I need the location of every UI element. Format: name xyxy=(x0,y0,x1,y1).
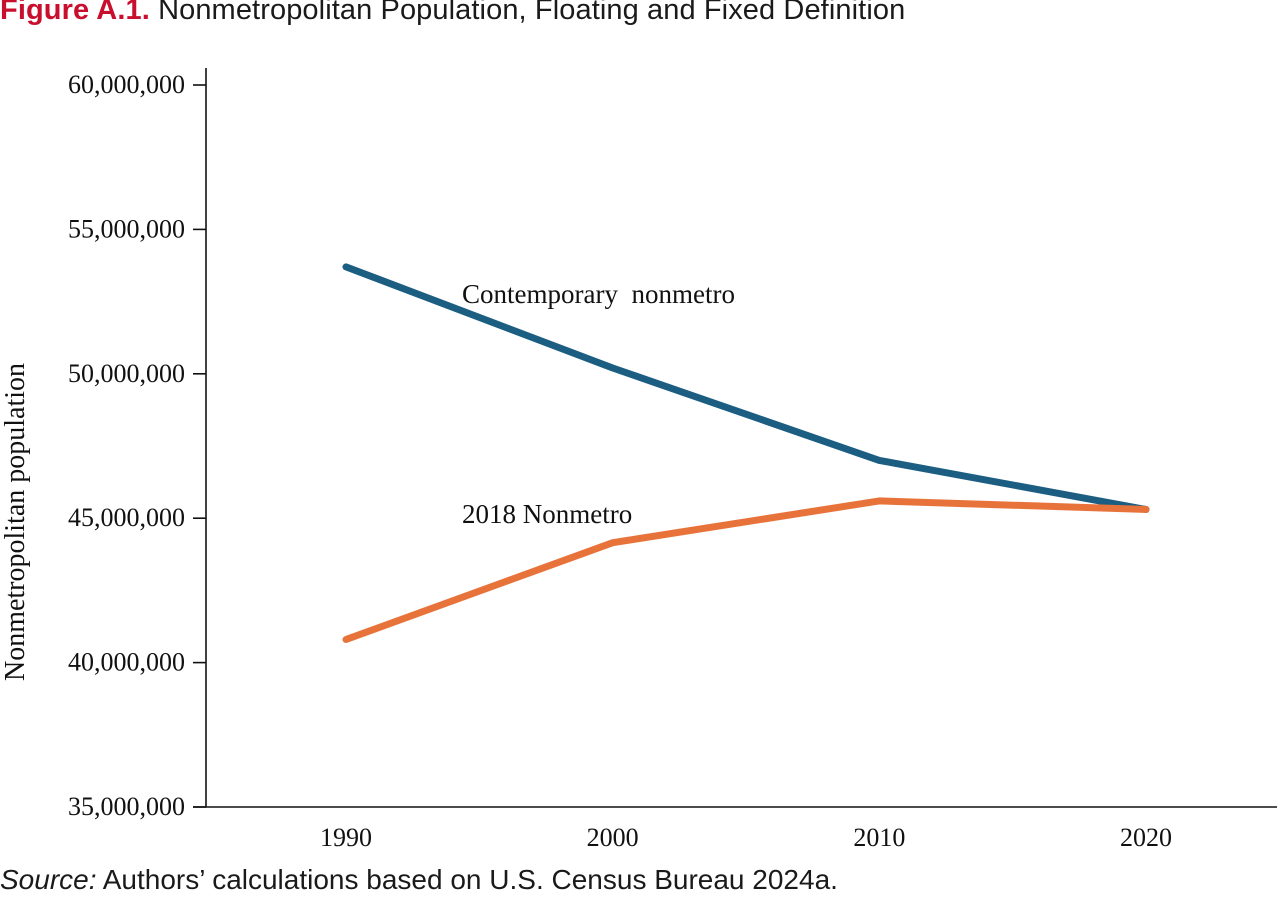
y-tick-label: 40,000,000 xyxy=(68,648,185,677)
series-label-contemporary: Contemporary nonmetro xyxy=(462,279,735,309)
x-axis: 1990 2000 2010 2020 xyxy=(193,806,1277,852)
y-tick-label: 60,000,000 xyxy=(68,70,185,99)
x-axis-ticks: 1990 2000 2010 2020 xyxy=(320,823,1172,852)
figure-title-text: Nonmetropolitan Population, Floating and… xyxy=(158,0,906,26)
figure-number: Figure A.1. xyxy=(0,0,150,26)
x-tick-label: 1990 xyxy=(320,823,372,852)
x-tick-label: 2010 xyxy=(853,823,905,852)
y-tick-label: 45,000,000 xyxy=(68,503,185,532)
series-label-2018-nonmetro: 2018 Nonmetro xyxy=(462,499,632,529)
y-tick-label: 55,000,000 xyxy=(68,214,185,243)
source-label: Source: xyxy=(0,864,97,895)
y-tick-label: 35,000,000 xyxy=(68,792,185,821)
y-axis: 35,000,000 40,000,000 45,000,000 50,000,000… xyxy=(68,68,207,821)
series-line-2018-nonmetro xyxy=(342,497,1150,643)
y-axis-ticks: 35,000,000 40,000,000 45,000,000 50,000,000… xyxy=(68,70,206,821)
y-tick-label: 50,000,000 xyxy=(68,359,185,388)
series-lines xyxy=(342,263,1150,643)
source-note: Source: Authors’ calculations based on U… xyxy=(0,864,838,896)
series-line-contemporary xyxy=(342,263,1150,513)
y-axis-label: Nonmetropolitan population xyxy=(0,363,31,681)
figure-title: Figure A.1. Nonmetropolitan Population, … xyxy=(0,0,905,27)
x-tick-label: 2000 xyxy=(587,823,639,852)
source-text: Authors’ calculations based on U.S. Cens… xyxy=(102,864,838,895)
x-tick-label: 2020 xyxy=(1120,823,1172,852)
